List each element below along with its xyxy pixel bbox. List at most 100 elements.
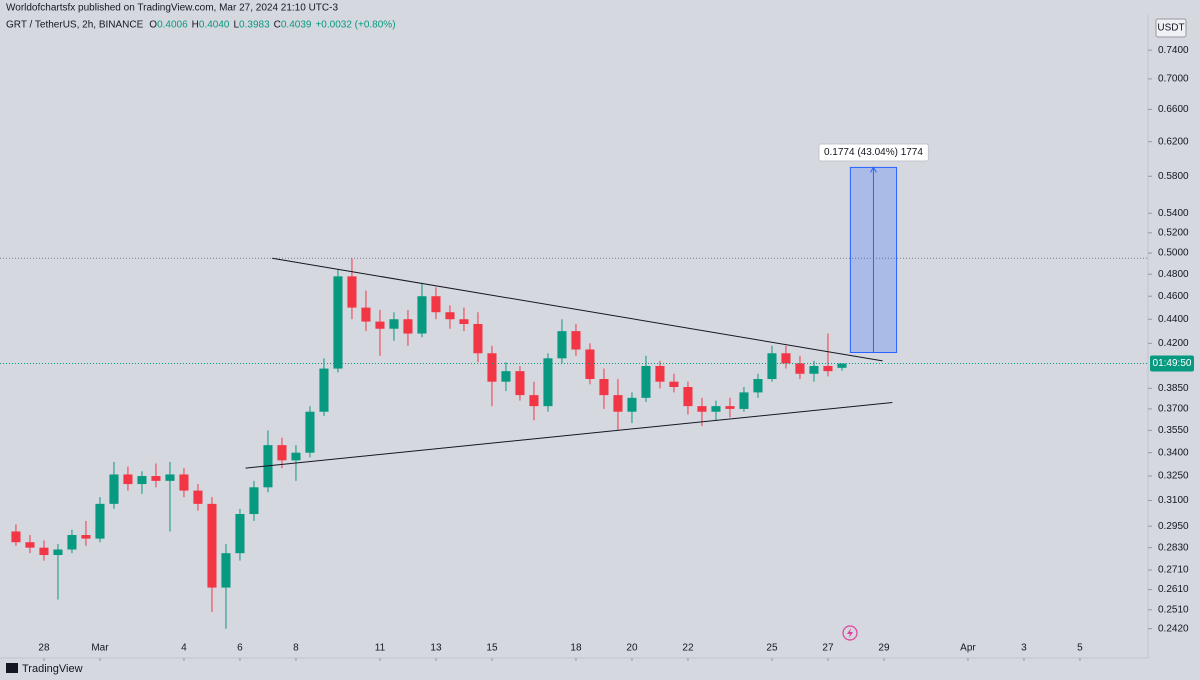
event-icon-bolt (847, 628, 853, 638)
y-tick-label: 0.5200 (1158, 227, 1189, 238)
candle-body (669, 381, 679, 388)
candle-body (613, 395, 623, 412)
y-tick-label: 0.6600 (1158, 104, 1189, 115)
x-tick-label: 22 (682, 643, 694, 654)
measure-label-box (818, 143, 929, 162)
x-tick-label: 3 (1021, 643, 1027, 654)
ohlc-label: O (149, 20, 157, 31)
candle-body (193, 490, 203, 504)
publisher: Worldofchartsfx published on TradingView… (6, 3, 338, 14)
ohlc-value: 0.4040 (199, 20, 230, 31)
candle-body (375, 321, 385, 329)
x-tick-label: 18 (570, 643, 582, 654)
y-tick-label: 0.4200 (1158, 338, 1189, 349)
x-tick-label: 28 (38, 643, 50, 654)
candle-body (753, 379, 763, 393)
candle-body (25, 542, 35, 548)
countdown: 01:49:50 (1153, 358, 1192, 369)
x-tick-label: 20 (626, 643, 638, 654)
candle-body (571, 331, 581, 350)
candle-body (431, 296, 441, 313)
countdown-box (1150, 355, 1194, 372)
y-tick-label: 0.3100 (1158, 495, 1189, 506)
x-tick-label: 25 (766, 643, 778, 654)
y-tick-label: 0.2710 (1158, 565, 1189, 576)
change: +0.0032 (+0.80%) (315, 20, 395, 31)
candle-body (543, 358, 553, 407)
candle-body (459, 319, 469, 324)
candle-body (123, 474, 133, 485)
footer: TradingView (22, 663, 83, 675)
candle-body (137, 476, 147, 485)
x-tick-label: 6 (237, 643, 243, 654)
trendline (272, 257, 883, 362)
y-tick-label: 0.4400 (1158, 314, 1189, 325)
candle-body (809, 365, 819, 374)
currency[interactable]: USDT (1157, 23, 1184, 34)
candle-body (221, 553, 231, 588)
x-tick-label: 4 (181, 643, 187, 654)
candle-body (529, 395, 539, 407)
x-tick-label: 8 (293, 643, 299, 654)
y-tick-label: 0.5400 (1158, 208, 1189, 219)
candle-body (767, 353, 777, 380)
candle-body (599, 379, 609, 396)
candle-body (39, 547, 49, 556)
candle-body (557, 331, 567, 359)
x-tick-label: 27 (822, 643, 834, 654)
candle-body (403, 319, 413, 334)
candle-body (487, 353, 497, 382)
candle-body (53, 549, 63, 556)
candle-body (389, 319, 399, 329)
x-tick-label: 15 (486, 643, 498, 654)
y-tick-label: 0.3850 (1158, 383, 1189, 394)
ohlc-label: H (192, 20, 199, 31)
currency-box[interactable] (1155, 18, 1187, 38)
candle-body (291, 452, 301, 461)
candle-body (795, 363, 805, 374)
candle-body (277, 445, 287, 461)
y-tick-label: 0.3700 (1158, 404, 1189, 415)
candle-body (739, 392, 749, 409)
symbol: GRT / TetherUS, 2h, BINANCE (6, 20, 144, 31)
candle-body (361, 307, 371, 322)
ohlc-value: 0.4006 (157, 20, 188, 31)
candle-body (627, 397, 637, 412)
event-icon[interactable] (842, 625, 858, 641)
candle-body (515, 371, 525, 396)
y-tick-label: 0.2830 (1158, 542, 1189, 553)
candle-body (641, 365, 651, 398)
y-tick-label: 0.2510 (1158, 604, 1189, 615)
y-tick-label: 0.2420 (1158, 623, 1189, 634)
y-tick-label: 0.3550 (1158, 425, 1189, 436)
candle-body (683, 387, 693, 407)
candle-body (781, 353, 791, 364)
candle-body (11, 531, 21, 543)
x-tick-label: 5 (1077, 643, 1083, 654)
y-tick-label: 0.7400 (1158, 45, 1189, 56)
measure-arrowhead (870, 166, 877, 173)
y-tick-label: 0.3400 (1158, 447, 1189, 458)
y-tick-label: 0.5800 (1158, 171, 1189, 182)
candle-body (179, 474, 189, 491)
candle-body (151, 476, 161, 481)
x-tick-label: 13 (430, 643, 442, 654)
x-tick-label: Apr (960, 643, 976, 654)
candle-body (823, 365, 833, 372)
y-tick-label: 0.2950 (1158, 521, 1189, 532)
candle-body (319, 368, 329, 412)
trendline (245, 402, 893, 469)
candle-body (655, 365, 665, 382)
candle-body (697, 406, 707, 412)
y-tick-label: 0.3250 (1158, 471, 1189, 482)
candle-body (473, 323, 483, 354)
y-tick-label: 0.4600 (1158, 291, 1189, 302)
candle-body (347, 276, 357, 308)
y-tick-label: 0.6200 (1158, 136, 1189, 147)
candle-body (417, 296, 427, 334)
ohlc-label: C (274, 20, 281, 31)
y-tick-label: 0.2610 (1158, 584, 1189, 595)
measure-label: 0.1774 (43.04%) 1774 (824, 147, 923, 158)
